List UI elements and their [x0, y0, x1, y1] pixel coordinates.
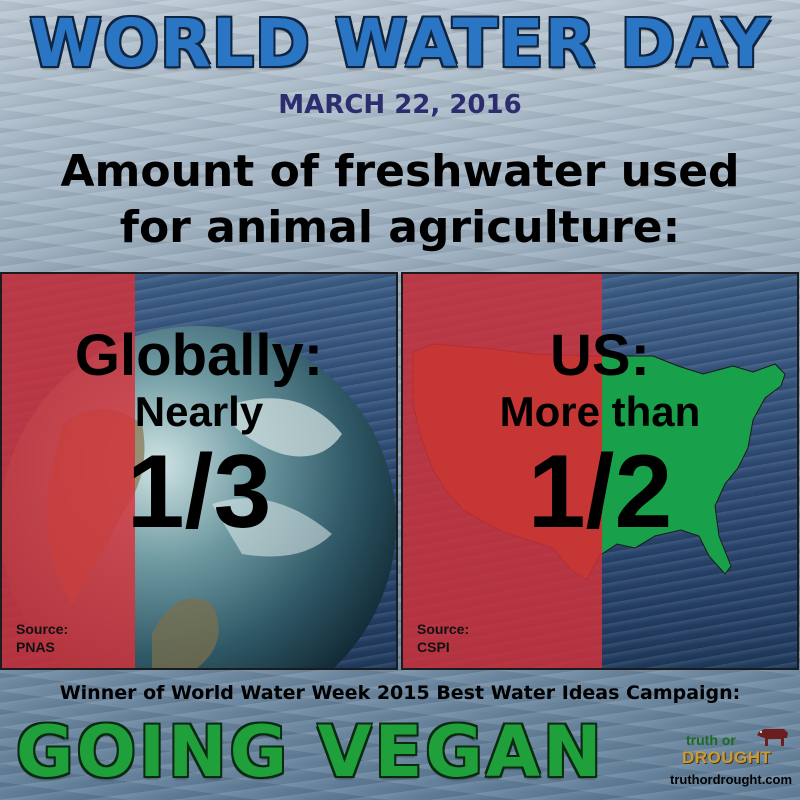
- headline: Amount of freshwater used for animal agr…: [0, 144, 800, 256]
- global-source-label: Source:: [16, 621, 69, 637]
- global-panel: Globally: Nearly 1/3 Source: PNAS: [0, 272, 398, 670]
- us-source: Source: CSPI: [417, 620, 469, 656]
- winner-text: Winner of World Water Week 2015 Best Wat…: [59, 682, 741, 704]
- logo-truth: truth or: [686, 732, 736, 748]
- us-source-name: CSPI: [417, 639, 450, 655]
- event-date: MARCH 22, 2016: [278, 90, 522, 120]
- headline-line-2: for animal agriculture:: [119, 202, 681, 253]
- share-highlight-global: [2, 274, 135, 668]
- us-source-label: Source:: [417, 621, 470, 637]
- truth-or-drought-logo[interactable]: truth or DROUGHT truthordrought.com: [670, 720, 793, 792]
- page-title: WORLD WATER DAY: [29, 5, 771, 82]
- us-panel: US: More than 1/2 Source: CSPI: [401, 272, 799, 670]
- global-value: 1/3: [126, 434, 272, 550]
- global-qualifier: Nearly: [134, 388, 264, 435]
- share-highlight-us: [403, 274, 602, 668]
- us-label: US:: [550, 323, 650, 388]
- global-source: Source: PNAS: [16, 620, 68, 656]
- logo-url[interactable]: truthordrought.com: [670, 772, 793, 787]
- cow-icon: [757, 729, 788, 746]
- logo-drought: DROUGHT: [682, 748, 772, 767]
- us-value: 1/2: [527, 434, 673, 550]
- global-source-name: PNAS: [16, 639, 55, 655]
- slogan: GOING VEGAN: [16, 711, 605, 793]
- global-label: Globally:: [74, 323, 324, 388]
- headline-line-1: Amount of freshwater used: [60, 146, 740, 197]
- us-qualifier: More than: [499, 388, 701, 435]
